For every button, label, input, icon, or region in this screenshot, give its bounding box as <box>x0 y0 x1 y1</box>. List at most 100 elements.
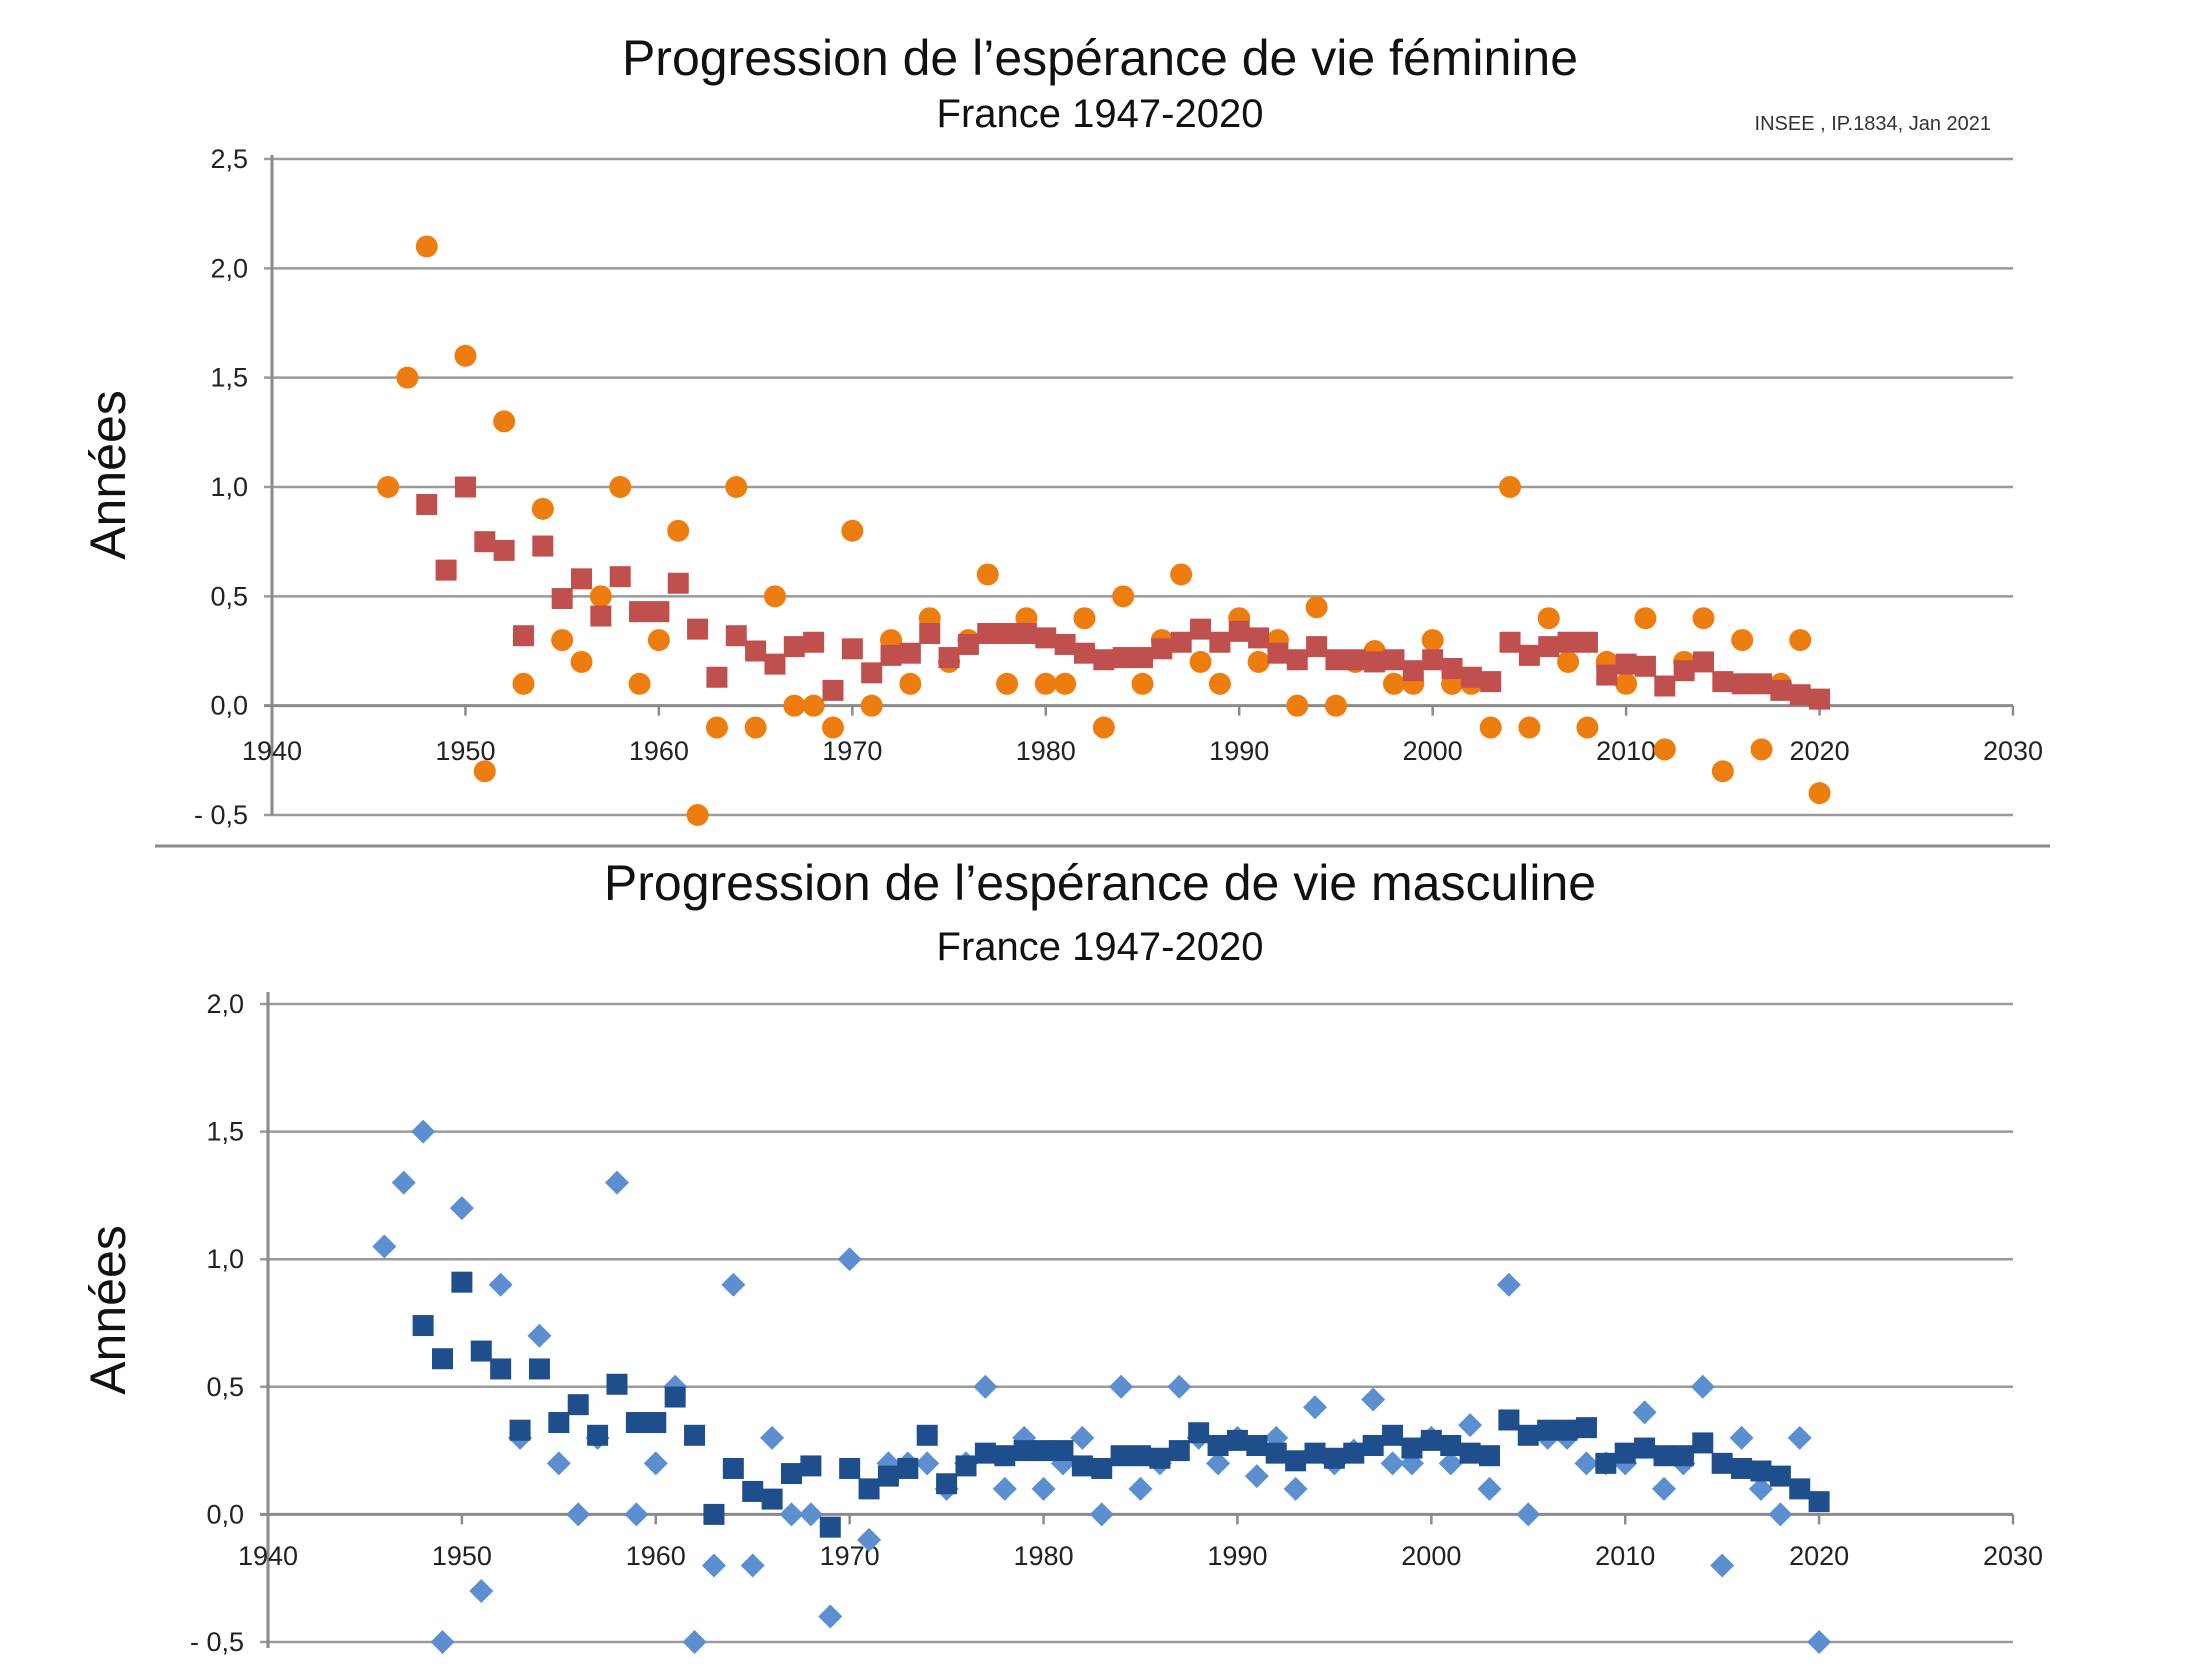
female-chart-smoothed-point <box>1151 638 1173 660</box>
male-chart-y-tick-label: - 0,5 <box>190 1627 244 1657</box>
male-chart-x-tick-label: 2030 <box>1983 1541 2043 1571</box>
female-chart-smoothed-point <box>1441 657 1463 679</box>
male-chart-x-tick-label: 1990 <box>1207 1541 1267 1571</box>
male-chart-annual-point <box>857 1527 882 1552</box>
male-chart-smoothed-point <box>897 1457 919 1479</box>
male-chart-annual-point <box>721 1272 746 1297</box>
female-chart-smoothed-point <box>1093 649 1115 671</box>
male-chart-smoothed-point <box>1362 1434 1384 1456</box>
male-chart-annual-point <box>1477 1476 1502 1501</box>
female-chart-annual-point <box>1576 716 1599 739</box>
male-chart-annual-point <box>1807 1630 1832 1654</box>
female-chart-smoothed-point <box>1209 631 1231 653</box>
female-chart-annual-point <box>1034 672 1057 695</box>
female-chart-smoothed-point <box>512 625 534 647</box>
female-chart-smoothed-point <box>1789 684 1811 706</box>
female-chart-smoothed-point <box>532 535 554 557</box>
female-chart-annual-point <box>396 366 419 389</box>
female-chart-smoothed-point <box>1286 649 1308 671</box>
male-chart-annual-point <box>798 1502 823 1527</box>
female-chart-y-tick-label: 1,5 <box>210 363 248 393</box>
female-chart-annual-point <box>1131 672 1154 695</box>
female-chart-annual-point <box>783 694 806 717</box>
male-chart-smoothed-point <box>1498 1409 1520 1431</box>
male-chart-smoothed-point <box>470 1340 492 1362</box>
female-chart-annual-point <box>1711 760 1734 783</box>
female-chart-y-tick-label: 2,0 <box>210 253 248 283</box>
male-chart-smoothed-point <box>1168 1440 1190 1462</box>
male-chart-y-tick-label: 2,0 <box>206 989 244 1019</box>
female-chart-smoothed-point <box>1422 649 1444 671</box>
female-chart-annual-point <box>667 519 690 542</box>
female-chart-annual-point <box>1557 650 1580 673</box>
male-chart-x-tick-label: 1950 <box>432 1541 492 1571</box>
male-chart-smoothed-point <box>645 1412 667 1434</box>
female-chart-smoothed-point <box>667 572 689 594</box>
female-chart-title: Progression de l’espérance de vie fémini… <box>622 30 1578 86</box>
female-chart-smoothed-point <box>648 601 670 623</box>
male-chart-smoothed-point <box>916 1424 938 1446</box>
female-chart-smoothed-point <box>1073 642 1095 664</box>
male-chart-smoothed-point <box>1382 1424 1404 1446</box>
female-chart-x-tick-label: 1990 <box>1209 736 1269 766</box>
male-chart-annual-point <box>1303 1395 1327 1420</box>
male-chart-annual-point <box>430 1630 455 1654</box>
female-chart-smoothed-point <box>1170 631 1192 653</box>
female-chart-annual-point <box>1479 716 1502 739</box>
female-chart-annual-point <box>1324 694 1347 717</box>
male-chart-smoothed-point <box>1033 1440 1055 1462</box>
female-chart-smoothed-point <box>474 531 496 553</box>
male-chart-smoothed-point <box>1188 1422 1210 1444</box>
female-chart-smoothed-point <box>899 642 921 664</box>
female-chart-annual-point <box>647 629 670 652</box>
male-chart-smoothed-point <box>1595 1452 1617 1474</box>
female-chart-smoothed-point <box>1654 675 1676 697</box>
male-chart-annual-point <box>605 1170 629 1195</box>
female-chart-annual-point <box>1247 650 1270 673</box>
female-chart-smoothed-point <box>1673 660 1695 682</box>
male-chart-smoothed-point <box>1731 1457 1753 1479</box>
male-chart-smoothed-point <box>1343 1442 1365 1464</box>
male-chart-annual-point <box>973 1374 998 1399</box>
male-chart-annual-point <box>1070 1425 1095 1450</box>
female-chart-annual-point <box>473 760 496 783</box>
male-chart-smoothed-point <box>936 1473 958 1495</box>
female-chart-smoothed-point <box>435 559 457 581</box>
female-chart-annual-point <box>802 694 825 717</box>
male-chart: Progression de l’espérance de vie mascul… <box>80 855 2043 1657</box>
male-chart-smoothed-point <box>1052 1440 1074 1462</box>
male-chart-smoothed-point <box>1323 1447 1345 1469</box>
male-chart-annual-point <box>1167 1374 1192 1399</box>
male-chart-smoothed-point <box>412 1315 434 1337</box>
female-chart-y-tick-label: 1,0 <box>210 472 248 502</box>
male-chart-smoothed-point <box>606 1373 628 1395</box>
female-chart-x-tick-label: 2030 <box>1983 736 2043 766</box>
male-chart-x-tick-label: 2000 <box>1401 1541 1461 1571</box>
male-chart-annual-point <box>682 1630 707 1654</box>
female-chart-annual-point <box>1112 585 1135 608</box>
male-chart-annual-point <box>701 1553 726 1578</box>
female-chart-annual-point <box>1634 607 1657 630</box>
female-chart-annual-point <box>415 235 438 258</box>
female-chart-annual-point <box>976 563 999 586</box>
female-chart-annual-point <box>1305 596 1328 619</box>
male-chart-x-tick-label: 2010 <box>1595 1541 1655 1571</box>
female-chart-annual-point <box>1808 782 1831 805</box>
female-chart-annual-point <box>1286 694 1309 717</box>
male-chart-smoothed-point <box>1479 1445 1500 1467</box>
female-chart-y-tick-label: 0,0 <box>210 691 248 721</box>
female-chart-annual-point <box>763 585 786 608</box>
male-chart-smoothed-point <box>1808 1491 1830 1513</box>
female-chart-smoothed-point <box>1402 660 1424 682</box>
male-chart-smoothed-point <box>1130 1445 1151 1467</box>
female-chart-smoothed-point <box>919 623 941 645</box>
male-chart-smoothed-point <box>1692 1432 1714 1454</box>
male-chart-smoothed-point <box>858 1478 880 1500</box>
male-chart-annual-point <box>1128 1476 1153 1501</box>
male-chart-smoothed-point <box>1769 1465 1791 1487</box>
female-chart-annual-point <box>551 629 574 652</box>
male-chart-smoothed-point <box>664 1386 686 1408</box>
male-chart-annual-point <box>1458 1413 1483 1438</box>
female-chart-smoothed-point <box>1306 636 1328 658</box>
female-chart-smoothed-point <box>1712 671 1734 693</box>
